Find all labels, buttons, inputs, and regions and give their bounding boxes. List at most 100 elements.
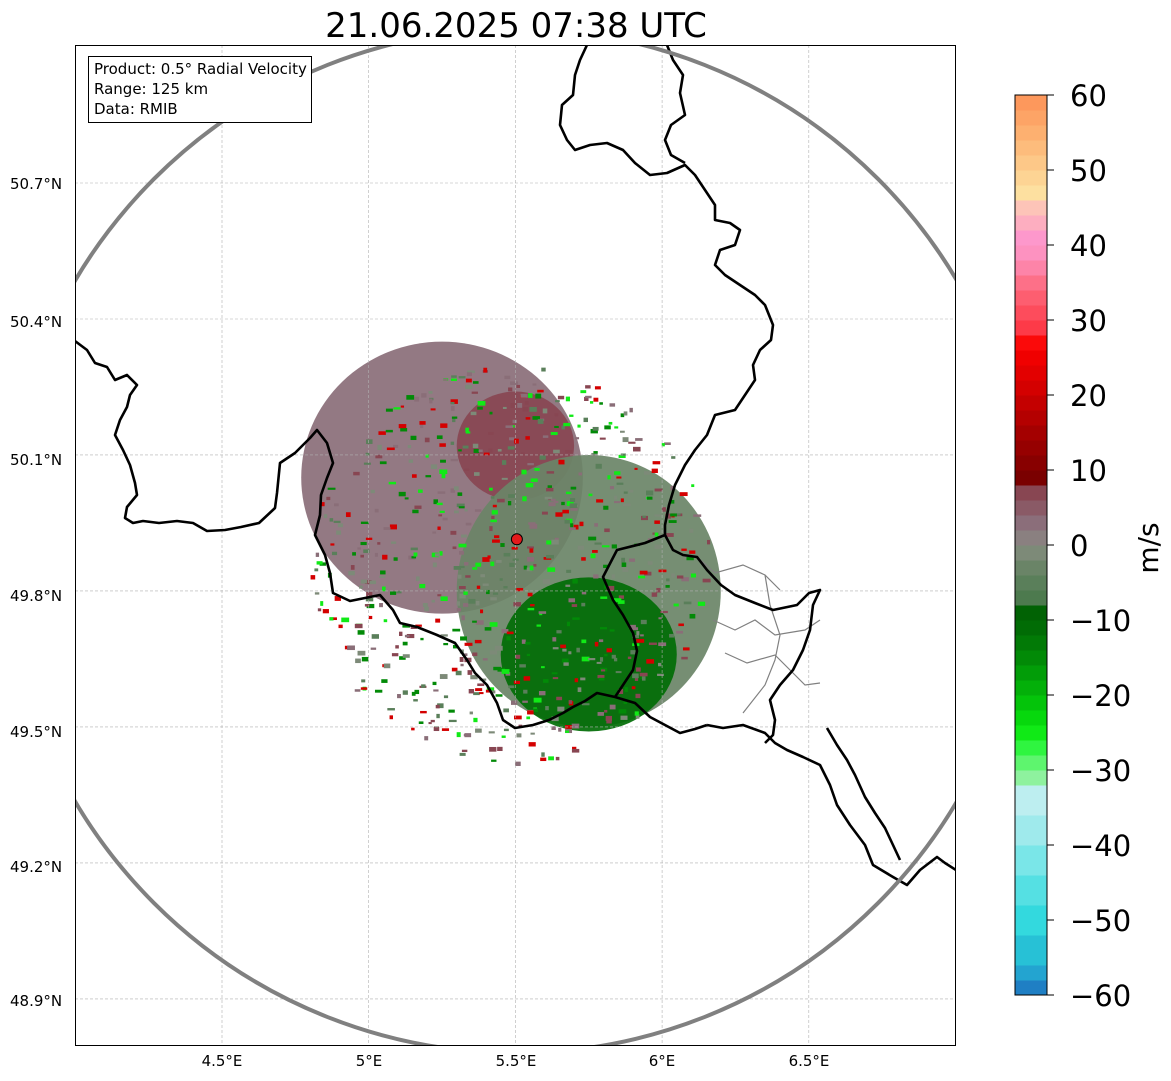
echo-speckle [565,584,571,587]
colorbar-band [1015,560,1047,576]
echo-speckle [529,523,538,529]
lat-tick-label: 49.8°N [10,587,63,605]
echo-speckle [443,695,449,699]
echo-speckle [652,461,661,465]
echo-speckle [385,408,393,412]
echo-speckle [533,697,542,703]
colorbar-band [1015,305,1047,321]
echo-speckle [693,514,702,517]
echo-speckle [563,662,569,666]
echo-speckle [406,633,415,639]
echo-speckle [562,509,569,514]
echo-speckle [365,537,373,540]
echo-speckle [437,703,444,709]
colorbar-band [1015,170,1047,186]
echo-speckle [477,683,485,687]
echo-speckle [640,634,644,637]
echo-speckle [383,619,388,623]
lon-tick-label: 6.5°E [788,1052,830,1070]
echo-speckle [558,459,565,465]
echo-speckle [378,431,386,435]
echo-speckle [676,513,681,516]
echo-speckle [510,381,519,385]
colorbar-band [1015,485,1047,501]
echo-speckle [489,526,493,532]
echo-speckle [368,615,373,620]
echo-speckle [614,501,620,504]
echo-speckle [572,578,578,584]
radar-map[interactable] [75,45,956,1046]
echo-speckle [497,746,503,752]
echo-speckle [414,396,420,402]
radar-site-marker[interactable] [510,533,523,546]
echo-speckle [593,397,599,402]
echo-speckle [465,427,469,433]
echo-speckle [503,728,509,732]
echo-speckle [500,543,505,547]
echo-speckle [548,756,554,761]
echo-speckle [331,551,338,556]
echo-speckle [689,550,696,554]
echo-speckle [420,710,427,714]
map-border [75,45,956,1046]
echo-speckle [592,426,599,431]
echo-speckle [468,689,475,694]
echo-speckle [488,431,494,435]
echo-speckle [636,638,645,643]
echo-speckle [501,460,507,465]
echo-speckle [482,658,488,661]
lat-tick-label: 49.2°N [10,858,63,876]
echo-speckle [329,617,334,621]
echo-speckle [370,489,375,494]
echo-speckle [593,451,598,454]
echo-speckle [581,602,586,607]
echo-speckle [361,656,369,662]
echo-speckle [534,468,540,471]
echo-speckle [590,553,596,559]
echo-speckle [673,603,679,607]
echo-speckle [359,585,363,589]
echo-speckle [489,487,493,491]
echo-speckle [482,557,490,562]
echo-speckle [679,492,688,497]
echo-speckle [606,718,612,724]
echo-speckle [485,689,491,693]
echo-speckle [424,437,430,443]
echo-speckle [360,521,369,524]
echo-speckle [352,552,356,556]
echo-speckle [666,533,674,537]
echo-speckle [537,419,544,424]
echo-speckle [330,543,335,546]
echo-speckle [565,730,570,733]
echo-speckle [461,749,468,753]
echo-speckle [634,711,639,716]
echo-speckle [497,667,506,672]
echo-speckle [456,601,460,606]
echo-speckle [654,532,659,537]
echo-speckle [647,496,653,500]
colorbar-tick-label: 30 [1070,304,1107,338]
echo-speckle [317,608,322,612]
map-panel[interactable] [75,45,956,1046]
lat-tick-label: 50.1°N [10,451,63,469]
colorbar-band [1015,740,1047,756]
echo-speckle [654,544,662,550]
echo-speckle [527,546,534,549]
echo-speckle [550,432,558,436]
echo-speckle [622,437,629,443]
border-france-belgium-west [75,339,708,735]
echo-speckle [450,401,455,405]
echo-speckle [336,530,342,535]
echo-speckle [689,613,696,619]
echo-speckle [516,587,524,592]
echo-speckle [319,562,326,566]
echo-speckle [365,452,370,456]
colorbar-tick-label: −20 [1070,679,1132,713]
colorbar-band [1015,770,1047,786]
colorbar-band [1015,320,1047,336]
echo-speckle [614,495,618,500]
colorbar-band [1015,335,1047,351]
echo-speckle [418,721,424,724]
colorbar-tick-label: 40 [1070,229,1107,263]
echo-speckle [501,477,508,480]
